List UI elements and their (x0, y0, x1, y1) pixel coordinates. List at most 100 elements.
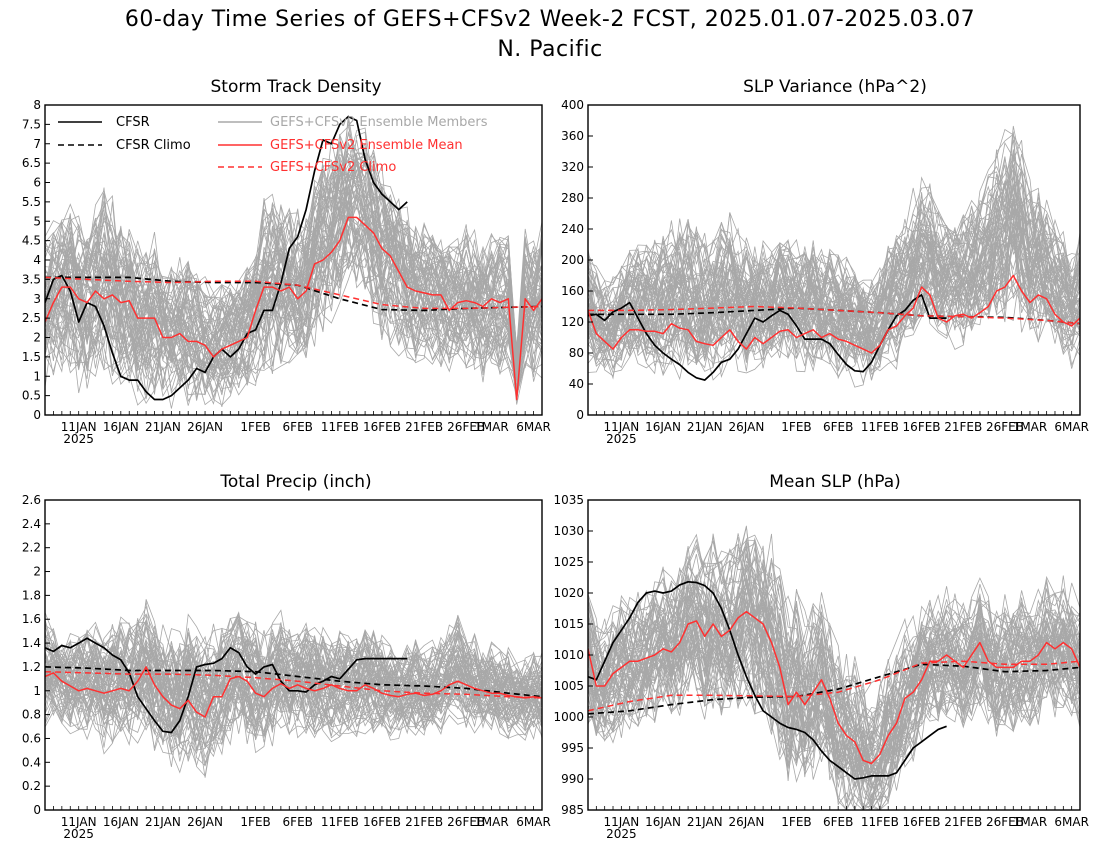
ensemble-member-line (45, 622, 542, 700)
y-tick-label: 1030 (553, 524, 584, 538)
x-tick-label: 11FEB (321, 815, 359, 829)
x-tick-label: 11JAN (603, 420, 639, 434)
y-tick-label: 4.5 (22, 234, 41, 248)
ensemble-member-line (45, 615, 542, 706)
y-tick-label: 2 (33, 331, 41, 345)
y-tick-label: 1020 (553, 586, 584, 600)
panel-title: Total Precip (inch) (219, 472, 371, 492)
x-tick-label: 21FEB (944, 815, 982, 829)
x-year-label: 2025 (63, 432, 94, 446)
ensemble-member-line (45, 161, 542, 361)
ensemble-member-line (588, 207, 1080, 352)
y-tick-label: 2.5 (22, 311, 41, 325)
ensemble-member-line (588, 604, 1080, 803)
x-tick-label: 1FEB (781, 815, 811, 829)
x-tick-label: 1MAR (1013, 815, 1048, 829)
x-tick-label: 6FEB (823, 420, 853, 434)
ensemble-member-line (45, 614, 542, 698)
y-tick-label: 200 (561, 253, 584, 267)
ensemble-member-line (45, 227, 542, 393)
ensemble-member-line (45, 229, 542, 402)
y-tick-label: 280 (561, 191, 584, 205)
x-tick-label: 6FEB (823, 815, 853, 829)
ensemble-member-line (45, 142, 542, 373)
legend-label-cfsr: CFSR (116, 115, 150, 130)
y-tick-label: 3.5 (22, 272, 41, 286)
panel-storm-track-density: Storm Track Density 0 0.5 1 1.5 2 2.5 3 3.5 4 4.5… (22, 77, 551, 446)
panel-title: Mean SLP (hPa) (769, 472, 901, 492)
panel-mean-slp: Mean SLP (hPa) 985 990 995 1000 1005 1010 1015… (553, 472, 1088, 841)
x-tick-label: 11FEB (321, 420, 359, 434)
ensemble-member-line (45, 605, 542, 692)
series-line-gefs-cfsv2-climo (588, 305, 1080, 325)
y-tick-label: 2 (33, 565, 41, 579)
ensemble-member-line (588, 577, 1080, 784)
y-tick-label: 6 (33, 176, 41, 190)
figure-title: 60-day Time Series of GEFS+CFSv2 Week-2 … (125, 7, 975, 32)
ensemble-member-line (588, 544, 1080, 764)
ensemble-member-line (45, 228, 542, 399)
y-tick-label: 1000 (553, 710, 584, 724)
ensemble-member-line (45, 653, 542, 729)
y-tick-label: 160 (561, 284, 584, 298)
x-tick-label: 26FEB (447, 420, 485, 434)
ensemble-member-line (588, 234, 1080, 376)
ensemble-member-line (45, 206, 542, 390)
y-tick-label: 240 (561, 222, 584, 236)
ensemble-member-line (588, 202, 1080, 340)
ensemble-member-line (588, 233, 1080, 364)
x-tick-label: 21JAN (145, 815, 181, 829)
ensemble-member-line (45, 613, 542, 694)
series-line-cfsr-climo (45, 666, 542, 698)
x-tick-label: 1MAR (1013, 420, 1048, 434)
plot-area (45, 115, 542, 409)
y-tick-label: 995 (561, 741, 584, 755)
x-tick-label: 1FEB (240, 420, 270, 434)
plot-area (588, 125, 1080, 388)
x-tick-label: 21FEB (405, 420, 443, 434)
ensemble-member-line (588, 149, 1080, 330)
ensemble-member-line (588, 183, 1080, 346)
ensemble-member-line (588, 165, 1080, 331)
ensemble-member-line (45, 175, 542, 379)
x-tick-label: 26JAN (729, 815, 765, 829)
x-tick-label: 6MAR (516, 420, 551, 434)
x-tick-label: 16JAN (103, 420, 139, 434)
x-tick-label: 11JAN (603, 815, 639, 829)
y-tick-label: 0 (576, 408, 584, 422)
y-tick-label: 7.5 (22, 117, 41, 131)
ensemble-member-line (588, 197, 1080, 362)
ensemble-member-line (588, 537, 1080, 740)
ensemble-member-line (588, 190, 1080, 345)
series-line-gefs-cfsv2-ensemble-mean (588, 610, 1080, 765)
ensemble-member-line (45, 227, 542, 398)
y-tick-label: 0 (33, 408, 41, 422)
series-line-gefs-cfsv2-ensemble-mean (45, 216, 542, 401)
series-line-gefs-cfsv2-climo (588, 660, 1080, 712)
x-year-label: 2025 (606, 827, 637, 841)
ensemble-member-line (588, 141, 1080, 333)
y-tick-label: 5 (33, 214, 41, 228)
ensemble-member-line (45, 149, 542, 350)
y-tick-label: 1005 (553, 679, 584, 693)
legend-label-ens-mean: GEFS+CFSv2 Ensemble Mean (270, 138, 463, 153)
ensemble-member-line (588, 139, 1080, 327)
x-tick-label: 21FEB (944, 420, 982, 434)
x-tick-label: 11JAN (61, 815, 97, 829)
ensemble-member-line (45, 228, 542, 399)
ensemble-member-line (45, 195, 542, 369)
ensemble-member-line (45, 209, 542, 406)
x-tick-label: 21JAN (145, 420, 181, 434)
x-year-label: 2025 (63, 827, 94, 841)
x-tick-label: 21JAN (687, 815, 723, 829)
ensemble-member-line (588, 560, 1080, 776)
y-tick-label: 1.5 (22, 350, 41, 364)
ensemble-member-line (45, 668, 542, 764)
x-year-label: 2025 (606, 432, 637, 446)
x-tick-label: 6FEB (283, 815, 313, 829)
x-tick-label: 16JAN (645, 420, 681, 434)
y-tick-label: 80 (569, 346, 584, 360)
x-tick-label: 16FEB (363, 815, 401, 829)
y-tick-label: 4 (33, 253, 41, 267)
